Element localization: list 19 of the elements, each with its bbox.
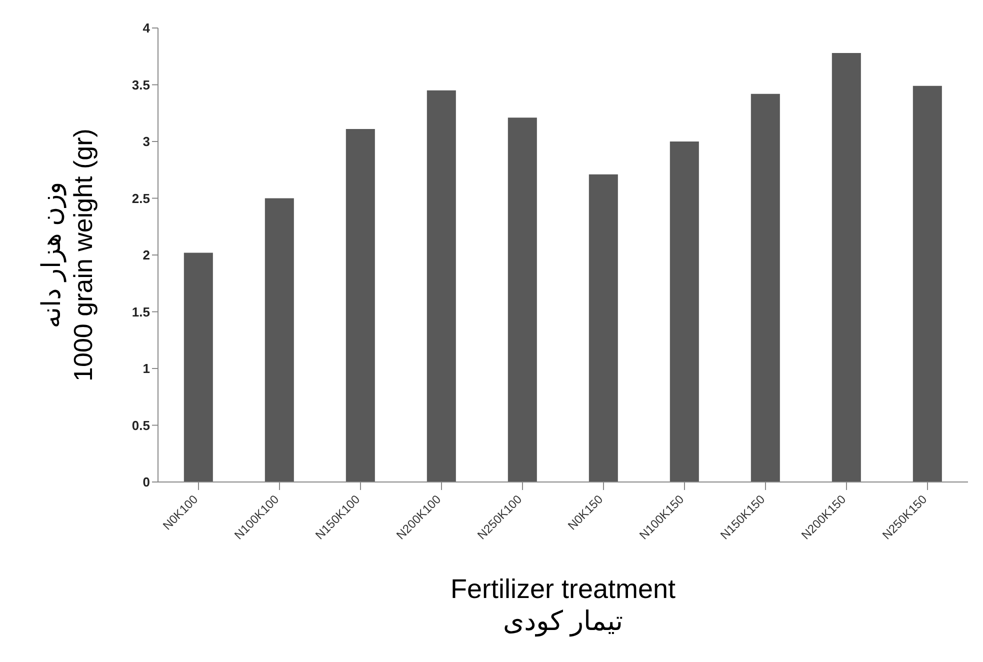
bar [184, 252, 213, 482]
bar [750, 94, 780, 482]
bar [832, 52, 861, 482]
y-tick-label: 3 [142, 134, 150, 150]
bar [508, 118, 537, 482]
y-tick-label: 3.5 [132, 77, 150, 92]
bar [588, 174, 618, 482]
y-tick-label: 4 [142, 20, 151, 36]
y-tick-label: 2 [142, 248, 150, 263]
y-tick-label: 2.5 [132, 190, 150, 206]
bar [346, 129, 375, 482]
bar [264, 198, 294, 482]
bar [426, 90, 456, 482]
bar [912, 86, 942, 482]
y-tick-label: 0.5 [132, 418, 150, 433]
bar [670, 142, 699, 482]
y-tick-label: 1.5 [132, 304, 150, 320]
y-tick-label: 0 [142, 474, 150, 490]
y-tick-label: 1 [142, 361, 150, 376]
